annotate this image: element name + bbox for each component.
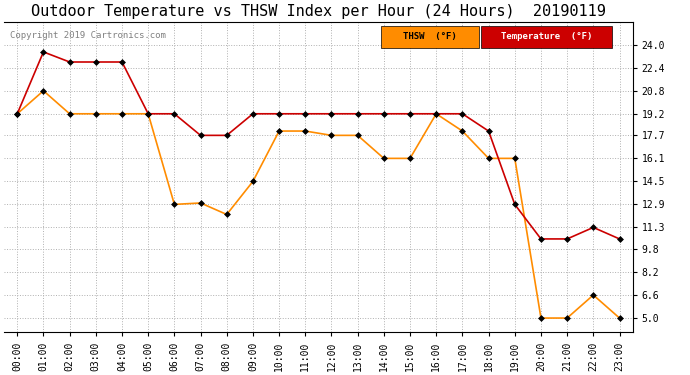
Text: THSW  (°F): THSW (°F): [403, 33, 457, 42]
Text: Copyright 2019 Cartronics.com: Copyright 2019 Cartronics.com: [10, 31, 166, 40]
Text: Temperature  (°F): Temperature (°F): [501, 33, 592, 42]
FancyBboxPatch shape: [382, 26, 479, 48]
Title: Outdoor Temperature vs THSW Index per Hour (24 Hours)  20190119: Outdoor Temperature vs THSW Index per Ho…: [31, 4, 606, 19]
FancyBboxPatch shape: [480, 26, 613, 48]
